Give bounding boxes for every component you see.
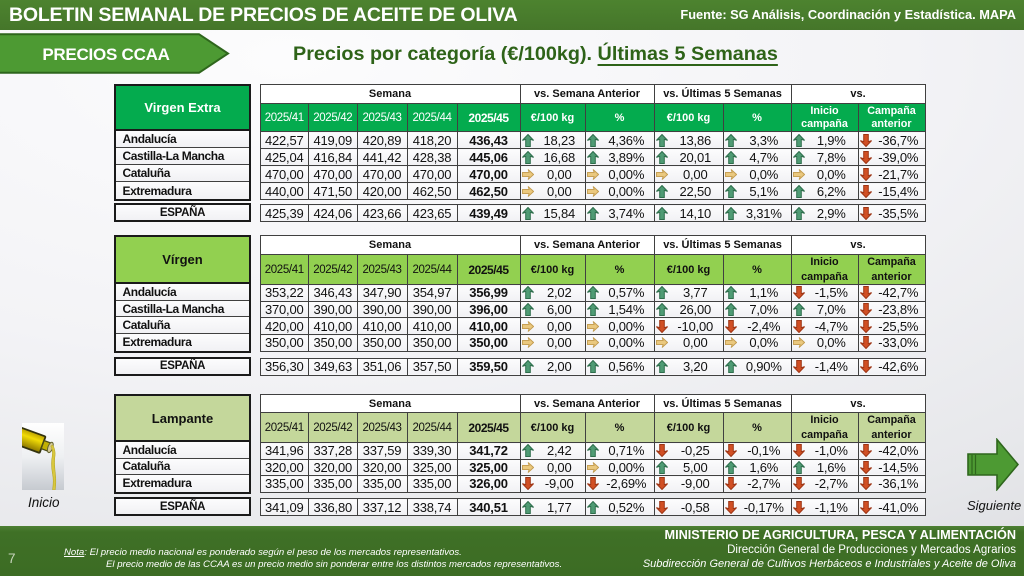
svg-text:PRECIOS CCAA: PRECIOS CCAA (42, 45, 169, 64)
